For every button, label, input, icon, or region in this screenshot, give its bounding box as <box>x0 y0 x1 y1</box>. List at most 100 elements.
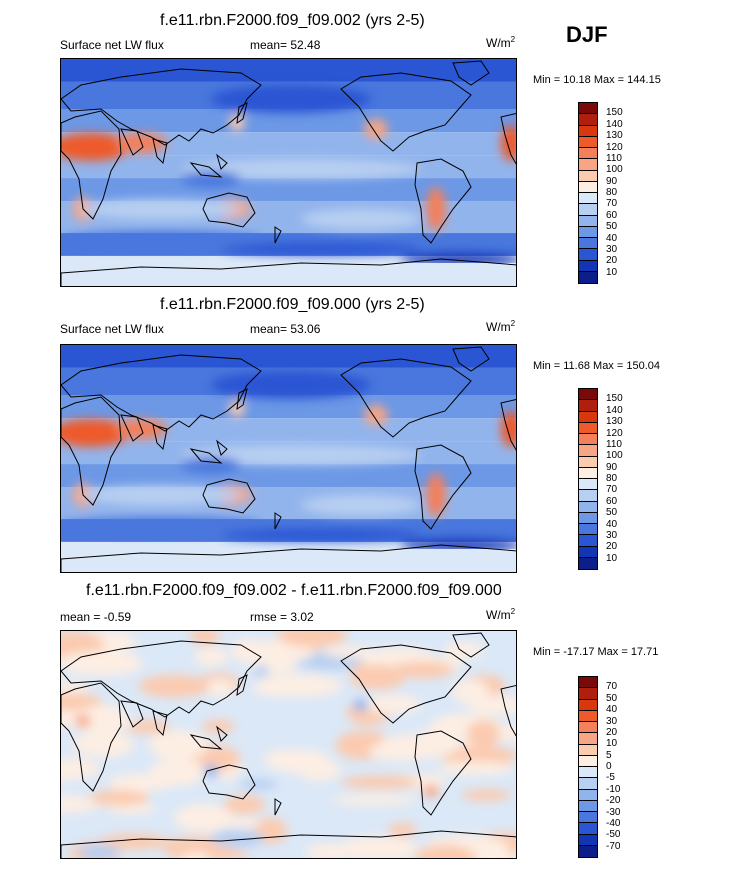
colorbar-swatch <box>579 722 597 734</box>
colorbar-swatch <box>579 557 597 569</box>
panel-2-map <box>60 344 517 573</box>
panel-1-mean-label: mean= 52.48 <box>250 38 321 52</box>
colorbar-tick-label: 10 <box>606 266 618 278</box>
colorbar-tick-label: 50 <box>606 507 618 519</box>
panel-1-minmax: Min = 10.18 Max = 144.15 <box>533 74 661 86</box>
colorbar-swatch <box>579 400 597 412</box>
colorbar-swatch <box>579 181 597 193</box>
colorbar-swatch <box>579 524 597 536</box>
panel-1-colorbar <box>578 102 598 284</box>
colorbar-tick-label: 80 <box>606 473 618 484</box>
colorbar-swatch <box>579 445 597 457</box>
colorbar-tick-label: 40 <box>606 518 618 530</box>
colorbar-tick-label: 10 <box>606 552 618 564</box>
panel-2-minmax: Min = 11.68 Max = 150.04 <box>533 360 660 372</box>
colorbar-swatch <box>579 204 597 216</box>
colorbar-swatch <box>579 170 597 182</box>
colorbar-swatch <box>579 260 597 272</box>
colorbar-tick-label: 10 <box>606 738 618 750</box>
colorbar-swatch <box>579 422 597 434</box>
colorbar-swatch <box>579 710 597 722</box>
colorbar-swatch <box>579 193 597 205</box>
colorbar-swatch <box>579 159 597 171</box>
colorbar-tick-label: 100 <box>606 450 623 462</box>
colorbar-swatch <box>579 148 597 160</box>
colorbar-swatch <box>579 789 597 801</box>
colorbar-tick-label: 30 <box>606 243 618 255</box>
panel-1-units: W/m2 <box>486 35 516 51</box>
panel-3-mean-label: mean = -0.59 <box>60 610 132 624</box>
colorbar-tick-label: 60 <box>606 495 618 507</box>
colorbar-swatch <box>579 699 597 711</box>
colorbar-tick-label: 150 <box>606 107 623 119</box>
colorbar-swatch <box>579 512 597 524</box>
colorbar-tick-label: 130 <box>606 130 623 142</box>
colorbar-swatch <box>579 812 597 824</box>
colorbar-swatch <box>579 479 597 491</box>
colorbar-swatch <box>579 755 597 767</box>
colorbar-tick-label: 50 <box>606 221 618 233</box>
colorbar-swatch <box>579 767 597 779</box>
colorbar-tick-label: 70 <box>606 484 618 496</box>
panel-1-map <box>60 58 517 287</box>
colorbar-swatch <box>579 249 597 261</box>
colorbar-swatch <box>579 546 597 558</box>
colorbar-swatch <box>579 778 597 790</box>
panel-2-variable-label: Surface net LW flux <box>60 322 164 336</box>
colorbar-tick-label: -30 <box>606 806 621 818</box>
panel-1-title: f.e11.rbn.F2000.f09_f09.002 (yrs 2-5) <box>160 12 425 29</box>
colorbar-swatch <box>579 215 597 227</box>
colorbar-swatch <box>579 271 597 283</box>
colorbar-swatch <box>579 238 597 250</box>
colorbar-tick-label: 30 <box>606 715 618 727</box>
panel-2-colorbar <box>578 388 598 570</box>
colorbar-swatch <box>579 389 597 401</box>
colorbar-swatch <box>579 800 597 812</box>
colorbar-swatch <box>579 688 597 700</box>
panel-3-rmse-label: rmse = 3.02 <box>250 610 314 624</box>
colorbar-tick-label: 110 <box>606 152 622 164</box>
colorbar-tick-label: 5 <box>606 749 612 761</box>
colorbar-swatch <box>579 456 597 468</box>
panel-3-colorbar <box>578 676 598 858</box>
colorbar-tick-label: 120 <box>606 141 623 153</box>
colorbar-tick-label: 30 <box>606 529 618 541</box>
colorbar-tick-label: -5 <box>606 772 615 784</box>
colorbar-tick-label: -40 <box>606 817 621 829</box>
colorbar-swatch <box>579 103 597 115</box>
colorbar-swatch <box>579 136 597 148</box>
colorbar-swatch <box>579 501 597 513</box>
colorbar-tick-label: 70 <box>606 198 618 210</box>
colorbar-tick-label: 20 <box>606 255 618 267</box>
colorbar-tick-label: 150 <box>606 393 623 405</box>
colorbar-tick-label: 90 <box>606 461 618 473</box>
colorbar-tick-label: 110 <box>606 438 622 450</box>
colorbar-swatch <box>579 834 597 846</box>
panel-2-title: f.e11.rbn.F2000.f09_f09.000 (yrs 2-5) <box>160 296 425 313</box>
colorbar-swatch <box>579 823 597 835</box>
colorbar-swatch <box>579 467 597 479</box>
colorbar-tick-label: -20 <box>606 795 621 807</box>
colorbar-tick-label: -50 <box>606 829 621 841</box>
panel-1-variable-label: Surface net LW flux <box>60 38 164 52</box>
colorbar-swatch <box>579 744 597 756</box>
colorbar-tick-label: -70 <box>606 840 621 852</box>
colorbar-tick-label: 90 <box>606 175 618 187</box>
colorbar-swatch <box>579 125 597 137</box>
colorbar-tick-label: 100 <box>606 164 623 176</box>
panel-2-mean-label: mean= 53.06 <box>250 322 321 336</box>
colorbar-tick-label: 130 <box>606 416 623 428</box>
colorbar-tick-label: 20 <box>606 726 618 738</box>
colorbar-swatch <box>579 434 597 446</box>
colorbar-swatch <box>579 490 597 502</box>
colorbar-tick-label: 60 <box>606 209 618 221</box>
season-label: DJF <box>566 22 608 47</box>
colorbar-tick-label: 40 <box>606 232 618 244</box>
colorbar-swatch <box>579 535 597 547</box>
colorbar-swatch <box>579 226 597 238</box>
panel-2-units: W/m2 <box>486 319 516 335</box>
panel-3-title: f.e11.rbn.F2000.f09_f09.002 - f.e11.rbn.… <box>86 582 502 599</box>
colorbar-tick-label: 70 <box>606 681 618 693</box>
panel-3-minmax: Min = -17.17 Max = 17.71 <box>533 646 659 658</box>
panel-3-units: W/m2 <box>486 607 516 623</box>
